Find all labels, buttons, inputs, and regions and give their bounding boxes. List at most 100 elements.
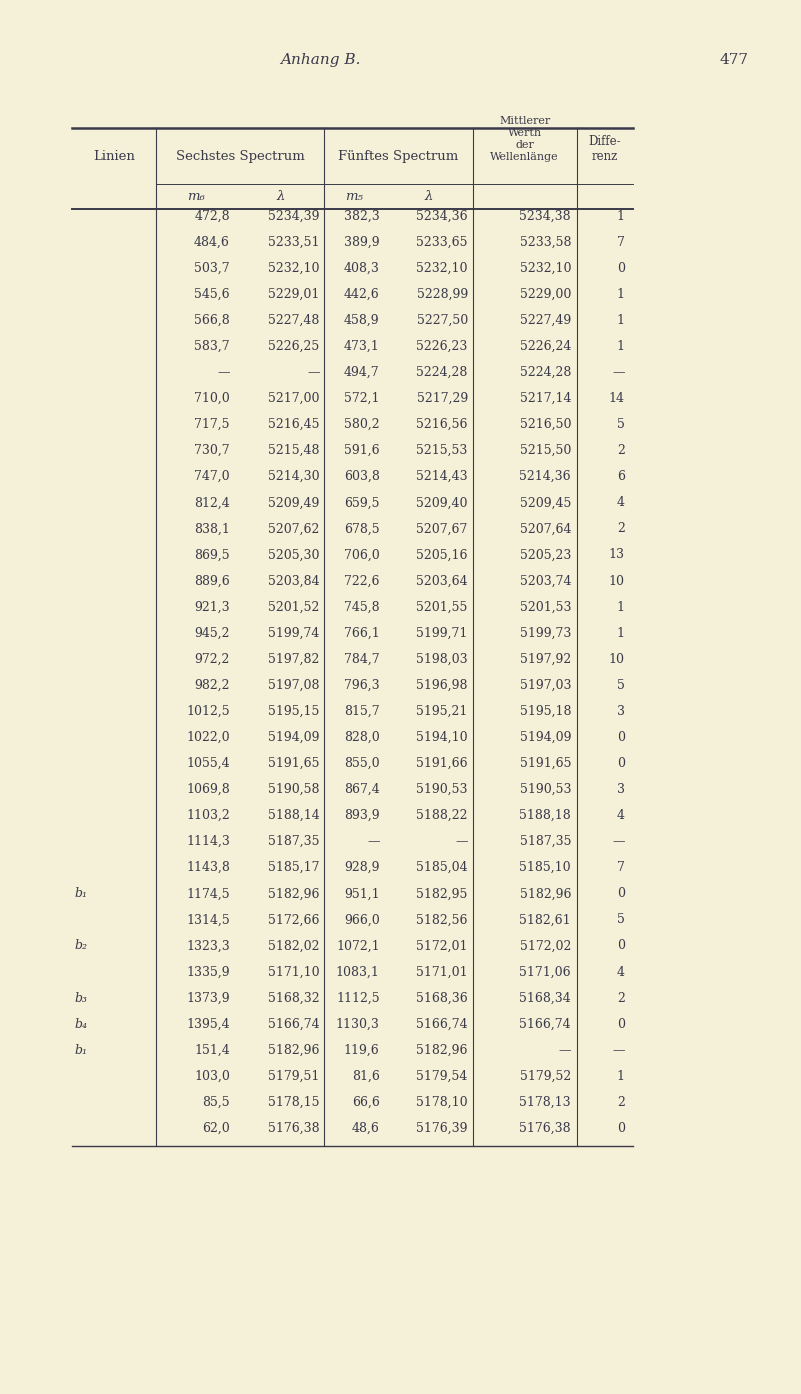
Text: 1: 1 xyxy=(617,340,625,353)
Text: 2: 2 xyxy=(617,991,625,1005)
Text: 81,6: 81,6 xyxy=(352,1069,380,1083)
Text: 48,6: 48,6 xyxy=(352,1122,380,1135)
Text: 5217,00: 5217,00 xyxy=(268,392,320,406)
Text: 5201,55: 5201,55 xyxy=(417,601,468,613)
Text: 5232,10: 5232,10 xyxy=(520,262,571,275)
Text: λ: λ xyxy=(276,190,284,204)
Text: 745,8: 745,8 xyxy=(344,601,380,613)
Text: 5191,66: 5191,66 xyxy=(417,757,468,769)
Text: 10: 10 xyxy=(609,574,625,587)
Text: 5190,53: 5190,53 xyxy=(520,783,571,796)
Text: 5168,36: 5168,36 xyxy=(416,991,468,1005)
Text: 5227,48: 5227,48 xyxy=(268,314,320,326)
Text: 4: 4 xyxy=(617,966,625,979)
Text: 5178,13: 5178,13 xyxy=(520,1096,571,1108)
Text: 66,6: 66,6 xyxy=(352,1096,380,1108)
Text: 5166,74: 5166,74 xyxy=(268,1018,320,1030)
Text: 5194,09: 5194,09 xyxy=(268,730,320,744)
Text: 5195,18: 5195,18 xyxy=(520,705,571,718)
Text: 5216,50: 5216,50 xyxy=(520,418,571,431)
Text: 867,4: 867,4 xyxy=(344,783,380,796)
Text: Fünftes Spectrum: Fünftes Spectrum xyxy=(338,149,459,163)
Text: 103,0: 103,0 xyxy=(194,1069,230,1083)
Text: 442,6: 442,6 xyxy=(344,287,380,301)
Text: 5215,50: 5215,50 xyxy=(520,445,571,457)
Text: 5232,10: 5232,10 xyxy=(417,262,468,275)
Text: 3: 3 xyxy=(617,783,625,796)
Text: 5188,22: 5188,22 xyxy=(417,809,468,822)
Text: 5229,01: 5229,01 xyxy=(268,287,320,301)
Text: 0: 0 xyxy=(617,757,625,769)
Text: 893,9: 893,9 xyxy=(344,809,380,822)
Text: 5234,38: 5234,38 xyxy=(520,209,571,223)
Text: 5209,40: 5209,40 xyxy=(417,496,468,509)
Text: 5197,03: 5197,03 xyxy=(520,679,571,691)
Text: 5172,02: 5172,02 xyxy=(520,940,571,952)
Text: 784,7: 784,7 xyxy=(344,652,380,666)
Text: 473,1: 473,1 xyxy=(344,340,380,353)
Text: 591,6: 591,6 xyxy=(344,445,380,457)
Text: 659,5: 659,5 xyxy=(344,496,380,509)
Text: 5234,39: 5234,39 xyxy=(268,209,320,223)
Text: 855,0: 855,0 xyxy=(344,757,380,769)
Text: 5182,96: 5182,96 xyxy=(520,888,571,901)
Text: 0: 0 xyxy=(617,940,625,952)
Text: 5187,35: 5187,35 xyxy=(520,835,571,848)
Text: 796,3: 796,3 xyxy=(344,679,380,691)
Text: Sechstes Spectrum: Sechstes Spectrum xyxy=(176,149,304,163)
Text: 5185,04: 5185,04 xyxy=(417,861,468,874)
Text: 5205,16: 5205,16 xyxy=(417,548,468,562)
Text: 545,6: 545,6 xyxy=(195,287,230,301)
Text: m₆: m₆ xyxy=(187,190,205,204)
Text: 6: 6 xyxy=(617,470,625,484)
Text: 5: 5 xyxy=(617,913,625,927)
Text: 766,1: 766,1 xyxy=(344,627,380,640)
Text: Diffe-
renz: Diffe- renz xyxy=(589,135,621,163)
Text: b₁: b₁ xyxy=(74,888,87,901)
Text: 2: 2 xyxy=(617,523,625,535)
Text: 5207,62: 5207,62 xyxy=(268,523,320,535)
Text: m₅: m₅ xyxy=(345,190,364,204)
Text: 2: 2 xyxy=(617,1096,625,1108)
Text: 1072,1: 1072,1 xyxy=(336,940,380,952)
Text: 5203,64: 5203,64 xyxy=(417,574,468,587)
Text: 1373,9: 1373,9 xyxy=(187,991,230,1005)
Text: 815,7: 815,7 xyxy=(344,705,380,718)
Text: 5182,02: 5182,02 xyxy=(268,940,320,952)
Text: 5171,06: 5171,06 xyxy=(520,966,571,979)
Text: 5214,43: 5214,43 xyxy=(417,470,468,484)
Text: 812,4: 812,4 xyxy=(194,496,230,509)
Text: 5207,64: 5207,64 xyxy=(520,523,571,535)
Text: 5205,23: 5205,23 xyxy=(520,548,571,562)
Text: 477: 477 xyxy=(720,53,749,67)
Text: 4: 4 xyxy=(617,809,625,822)
Text: 982,2: 982,2 xyxy=(195,679,230,691)
Text: b₂: b₂ xyxy=(74,940,87,952)
Text: 5: 5 xyxy=(617,679,625,691)
Text: 5207,67: 5207,67 xyxy=(417,523,468,535)
Text: 1: 1 xyxy=(617,314,625,326)
Text: 5166,74: 5166,74 xyxy=(520,1018,571,1030)
Text: 7: 7 xyxy=(617,236,625,248)
Text: 717,5: 717,5 xyxy=(195,418,230,431)
Text: 1: 1 xyxy=(617,601,625,613)
Text: 5188,14: 5188,14 xyxy=(268,809,320,822)
Text: 484,6: 484,6 xyxy=(194,236,230,248)
Text: 5187,35: 5187,35 xyxy=(268,835,320,848)
Text: 5191,65: 5191,65 xyxy=(268,757,320,769)
Text: 5179,52: 5179,52 xyxy=(520,1069,571,1083)
Text: 5188,18: 5188,18 xyxy=(519,809,571,822)
Text: —: — xyxy=(612,1044,625,1057)
Text: 5216,45: 5216,45 xyxy=(268,418,320,431)
Text: 5176,39: 5176,39 xyxy=(417,1122,468,1135)
Text: 5224,28: 5224,28 xyxy=(417,367,468,379)
Text: 5199,74: 5199,74 xyxy=(268,627,320,640)
Text: 580,2: 580,2 xyxy=(344,418,380,431)
Text: —: — xyxy=(307,367,320,379)
Text: Anhang B.: Anhang B. xyxy=(280,53,360,67)
Text: 494,7: 494,7 xyxy=(344,367,380,379)
Text: 10: 10 xyxy=(609,652,625,666)
Text: 4: 4 xyxy=(617,496,625,509)
Text: 966,0: 966,0 xyxy=(344,913,380,927)
Text: 5194,10: 5194,10 xyxy=(417,730,468,744)
